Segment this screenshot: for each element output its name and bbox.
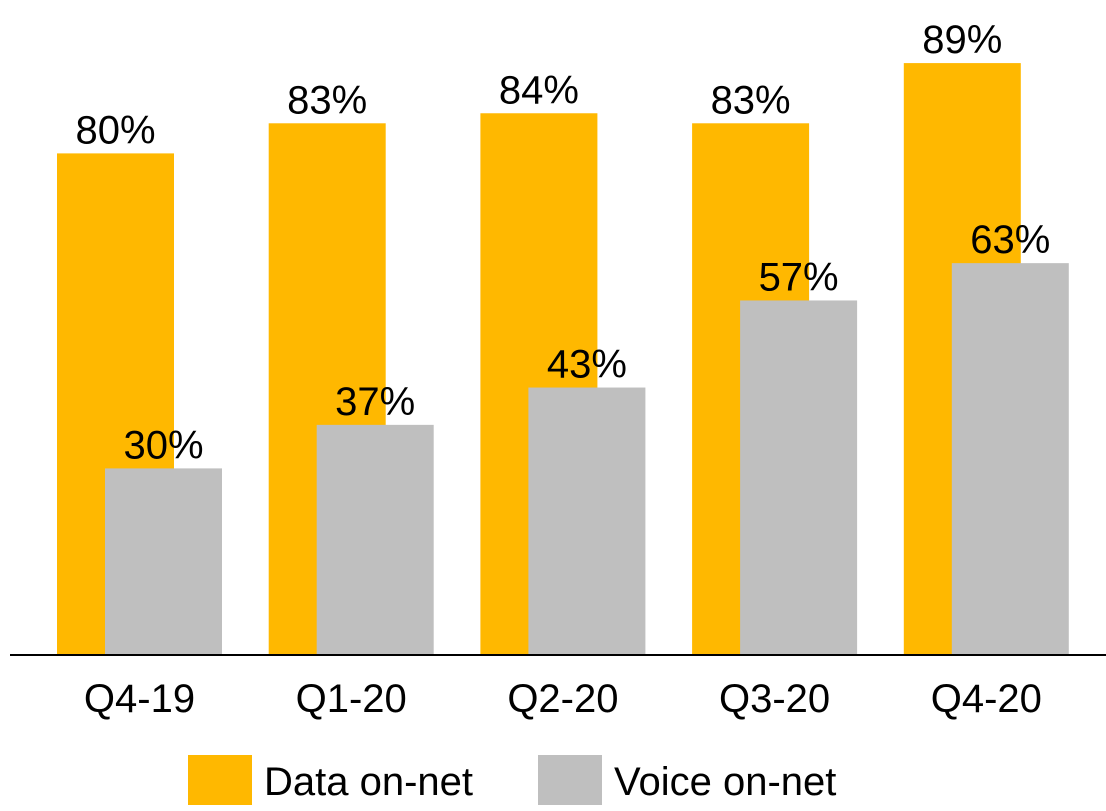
legend-swatch	[538, 755, 602, 805]
bar	[951, 263, 1069, 655]
value-label: 30%	[123, 423, 203, 467]
value-label: 37%	[335, 380, 415, 424]
x-tick-label: Q3-20	[719, 677, 830, 721]
bar	[105, 468, 222, 655]
bar	[528, 387, 646, 655]
value-label: 89%	[922, 18, 1002, 62]
value-label: 84%	[499, 68, 579, 112]
bar	[316, 424, 434, 655]
value-label: 83%	[711, 78, 791, 122]
value-label: 80%	[75, 108, 155, 152]
legend-swatch	[188, 755, 252, 805]
value-label: 63%	[970, 218, 1050, 262]
value-label: 83%	[287, 78, 367, 122]
x-tick-label: Q4-19	[84, 677, 195, 721]
x-tick-label: Q2-20	[507, 677, 618, 721]
bar	[740, 300, 858, 655]
legend-label: Voice on-net	[614, 760, 836, 804]
x-tick-label: Q1-20	[296, 677, 407, 721]
legend-label: Data on-net	[264, 760, 473, 804]
value-label: 43%	[547, 343, 627, 387]
x-tick-label: Q4-20	[931, 677, 1042, 721]
value-label: 57%	[759, 255, 839, 299]
